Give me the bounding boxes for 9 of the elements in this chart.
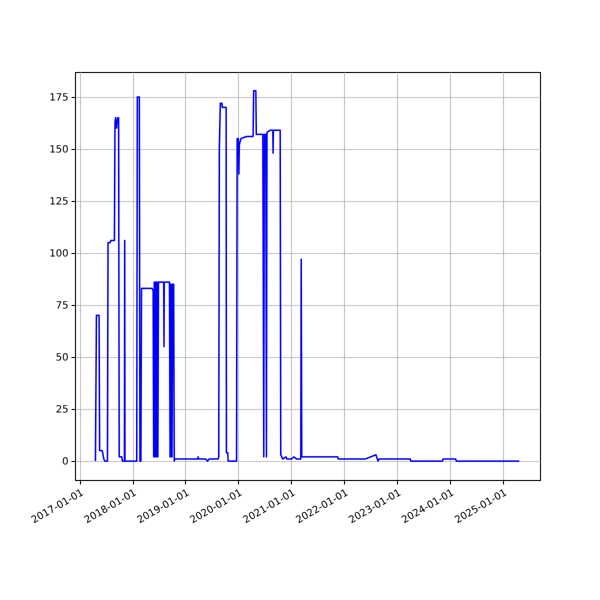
y-tick-label: 0 [62, 456, 68, 468]
y-tick-label: 175 [49, 92, 68, 104]
y-tick-label: 50 [56, 352, 68, 364]
y-tick-label: 25 [56, 404, 68, 416]
y-tick-label: 125 [49, 196, 68, 208]
line-series [94, 90, 520, 462]
y-tick-label: 100 [49, 248, 68, 260]
y-tick-label: 75 [56, 300, 68, 312]
y-tick-label: 150 [49, 144, 68, 156]
